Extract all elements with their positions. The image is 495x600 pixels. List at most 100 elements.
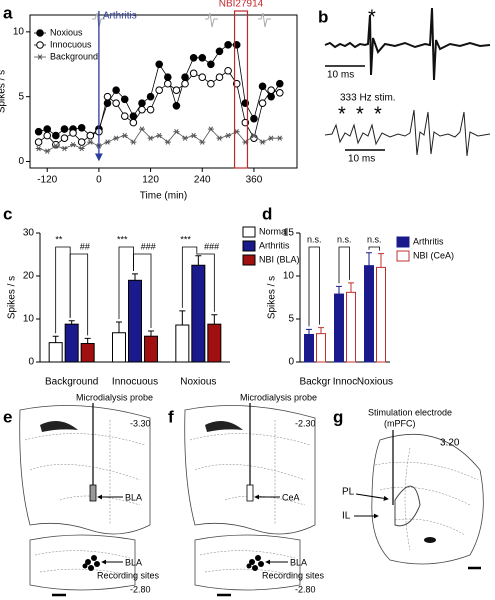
marker	[198, 53, 207, 62]
marker	[43, 125, 52, 133]
marker	[120, 95, 129, 104]
brain-outline	[371, 433, 484, 565]
significance-label: n.s.	[307, 234, 322, 244]
marker	[182, 135, 189, 141]
legend-swatch	[242, 240, 256, 252]
bar	[128, 279, 142, 363]
significance-label: ***	[180, 234, 191, 244]
marker	[77, 124, 86, 132]
error-bar	[84, 337, 91, 344]
y-tick-label: 5	[288, 314, 294, 325]
legend-label: Normal	[259, 226, 288, 236]
marker	[258, 82, 267, 91]
significance-bracket	[308, 246, 320, 327]
legend-label: Background	[50, 51, 98, 61]
level-label: 3.20	[440, 438, 460, 449]
y-axis-title: Spikes / s	[267, 276, 278, 319]
level-label: -2.30	[295, 418, 316, 428]
marker	[207, 60, 215, 69]
error-bar	[318, 327, 324, 334]
marker	[138, 105, 146, 114]
significance-label: ###	[141, 241, 156, 251]
panel-label: a	[3, 3, 13, 22]
significance-label: n.s.	[337, 234, 352, 244]
panel-label: c	[3, 204, 12, 223]
marker	[146, 92, 155, 101]
bar	[346, 291, 356, 363]
y-tick-label: 0	[288, 357, 294, 368]
marker	[250, 132, 257, 139]
x-tick-label: Background	[45, 377, 98, 388]
bar	[207, 323, 222, 363]
error-bar	[378, 253, 384, 268]
marker	[77, 138, 86, 146]
y-tick-label: 30	[23, 228, 35, 239]
stim-label: 333 Hz stim.	[340, 93, 396, 104]
significance-bracket	[338, 246, 350, 284]
y-tick-label: 0	[28, 357, 34, 368]
marker	[147, 135, 154, 141]
bar	[144, 335, 158, 363]
x-tick-label: Innocuous	[112, 377, 158, 388]
error-bar	[52, 335, 59, 343]
legend-swatch	[396, 250, 410, 262]
bar	[304, 333, 314, 363]
marker	[69, 129, 77, 137]
marker	[259, 139, 266, 145]
marker	[190, 132, 197, 139]
brain-structure	[40, 421, 78, 432]
bar	[48, 342, 63, 363]
error-bar	[211, 314, 218, 325]
marker	[86, 131, 95, 140]
waveform-inset	[92, 12, 105, 28]
marker	[35, 145, 42, 152]
trace	[324, 7, 491, 81]
marker	[34, 138, 43, 146]
marker	[52, 143, 59, 149]
marker	[207, 126, 214, 132]
probe-tip	[246, 484, 254, 502]
marker	[215, 73, 224, 82]
y-axis-title: Spikes / s	[7, 276, 18, 319]
bar	[376, 266, 386, 363]
legend-label: Noxious	[50, 27, 83, 37]
legend-label: Arthritis	[259, 240, 290, 250]
y-tick-label: 20	[23, 271, 35, 282]
marker	[275, 79, 284, 88]
asterisk: *	[374, 103, 382, 125]
y-axis-title: Spikes / s	[0, 70, 8, 113]
marker	[44, 148, 51, 154]
marker	[224, 66, 232, 75]
panel-g: g Stimulation electrode (mPFC) 3.20 PL I…	[333, 407, 484, 570]
electrode-label: (mPFC)	[384, 418, 416, 428]
marker	[276, 135, 283, 141]
panel-label: d	[262, 204, 272, 223]
arrow	[355, 493, 389, 501]
marker	[199, 139, 206, 145]
error-bar	[195, 255, 202, 266]
error-bar	[68, 320, 75, 325]
level-label: -2.80	[130, 584, 151, 594]
marker	[103, 92, 112, 101]
marker	[155, 60, 163, 69]
significance-label: ###	[204, 241, 219, 251]
panel-b: b * 10 ms 333 Hz stim. * * * 10 ms	[318, 6, 491, 165]
marker	[172, 86, 181, 95]
significance-label: ***	[117, 234, 128, 244]
scale-label: 10 ms	[327, 70, 354, 81]
legend-label: Innocuous	[50, 39, 92, 49]
electrode-label: Stimulation electrode	[368, 407, 452, 417]
y-tick-label: 10	[13, 26, 25, 37]
marker	[43, 131, 52, 140]
brain-region	[34, 550, 131, 576]
plot-frame	[29, 14, 298, 169]
asterisk: *	[368, 6, 376, 28]
marker	[267, 86, 275, 95]
marker	[275, 88, 284, 97]
marker	[112, 86, 120, 95]
significance-bracket	[69, 253, 89, 336]
marker	[172, 101, 181, 110]
legend-label: Arthritis	[413, 236, 444, 246]
charts: a -120 0 120 240 360 Time (min) 0 5 10 Spikes / s N…	[0, 0, 454, 388]
bar	[316, 333, 326, 363]
